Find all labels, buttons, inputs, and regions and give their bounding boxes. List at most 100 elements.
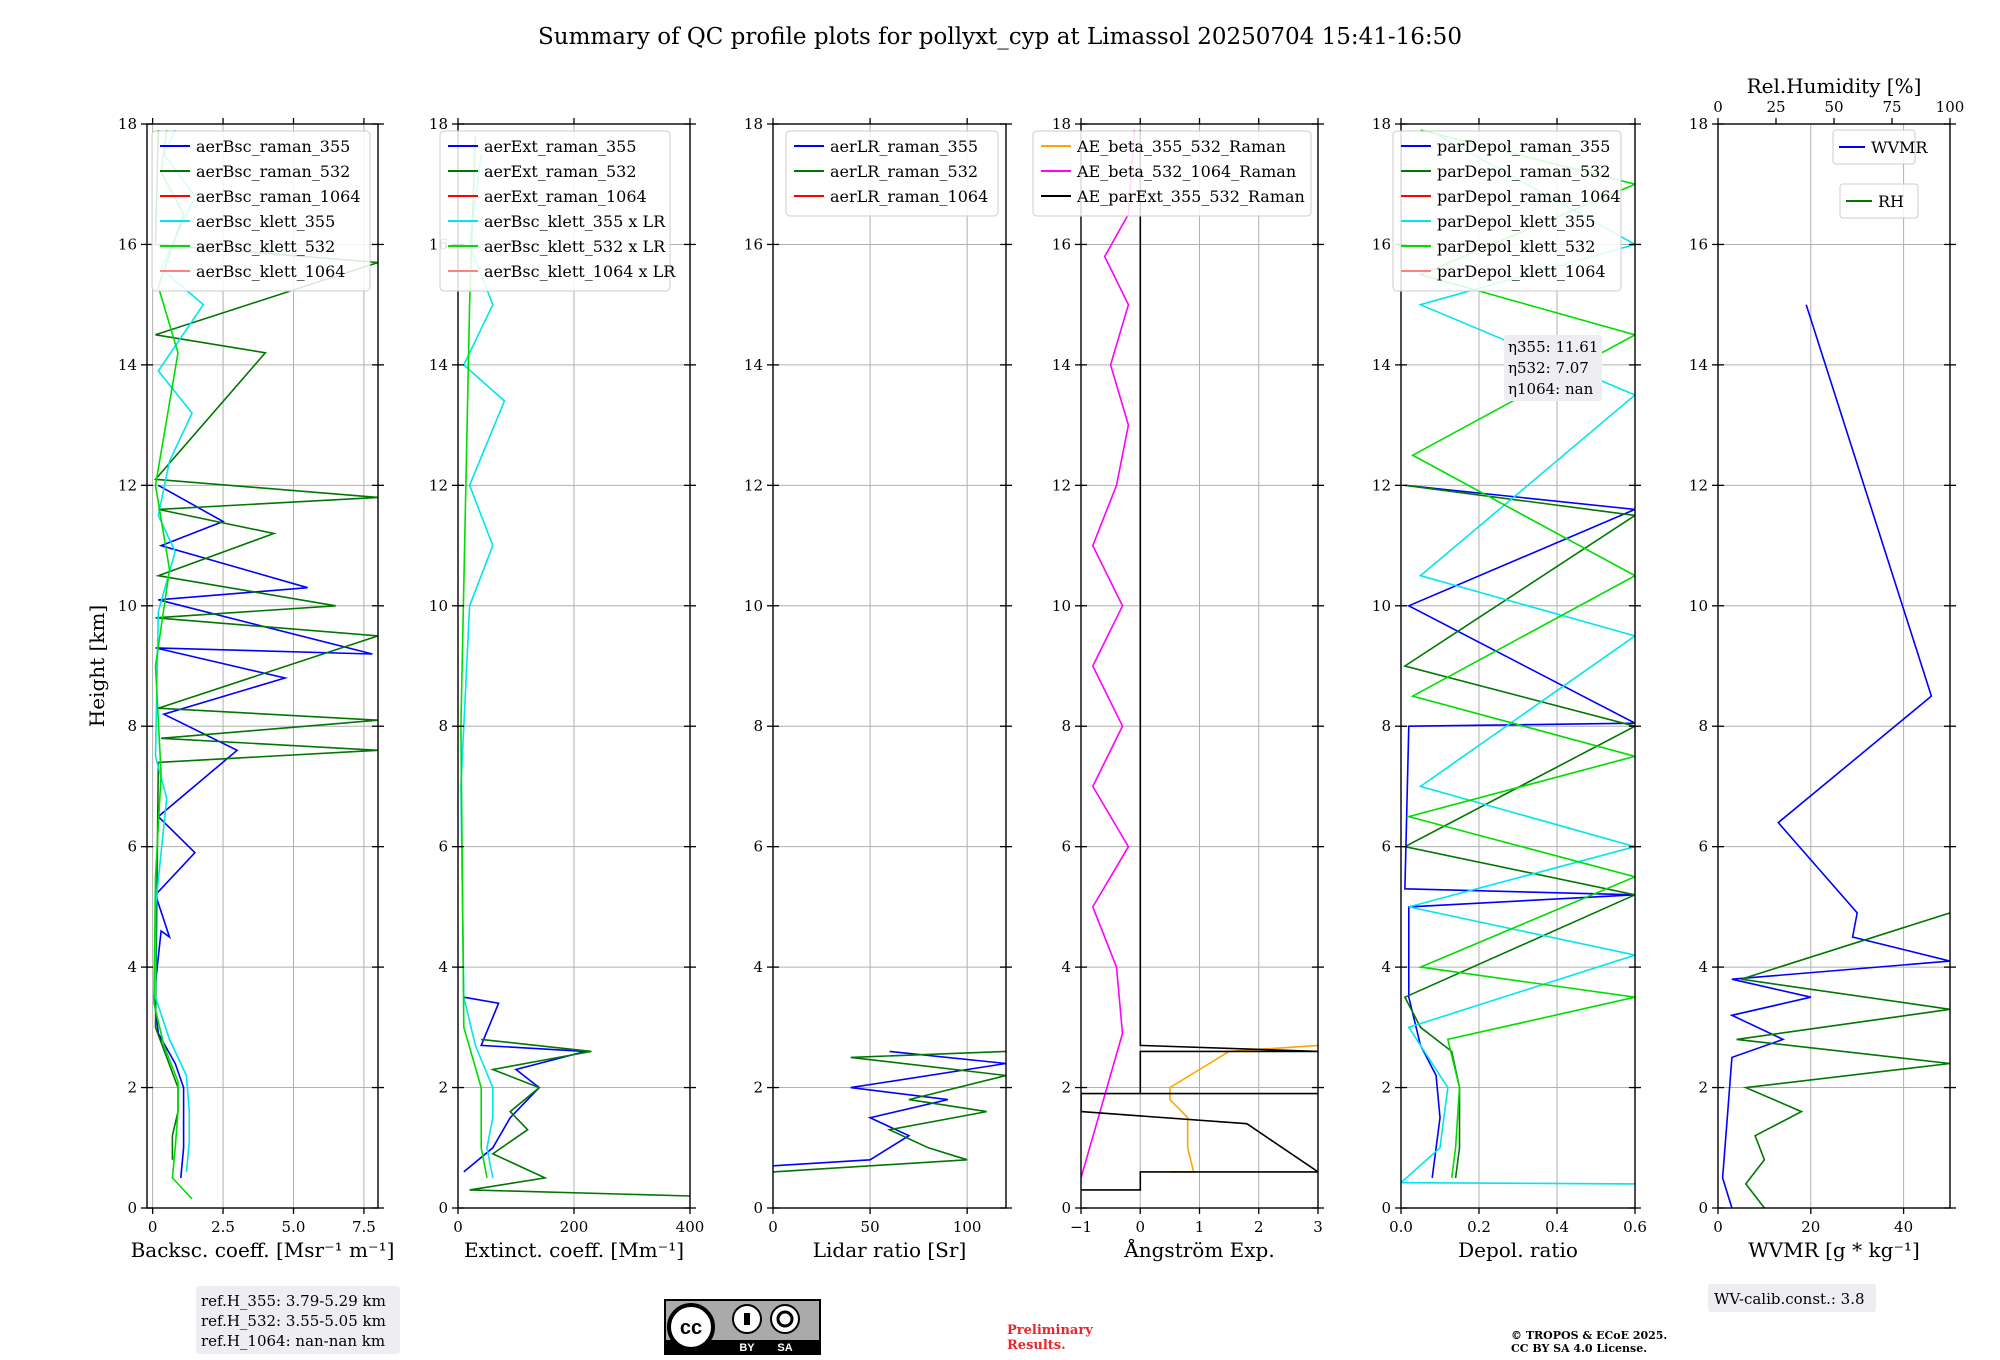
y-tick-label: 14 xyxy=(429,356,448,374)
legend-entry: aerLR_raman_355 xyxy=(830,137,978,156)
x2-tick-label: 75 xyxy=(1882,98,1901,116)
wv-calib-text: WV-calib.const.: 3.8 xyxy=(1714,1290,1865,1308)
ref-height-line: ref.H_532: 3.55-5.05 km xyxy=(201,1312,386,1330)
legend-entry: parDepol_raman_1064 xyxy=(1437,187,1621,206)
y-tick-label: 10 xyxy=(429,597,448,615)
y-tick-label: 16 xyxy=(744,235,763,253)
eta-line: η355: 11.61 xyxy=(1508,338,1598,356)
x-tick-label: 0 xyxy=(453,1218,463,1236)
y-tick-label: 2 xyxy=(753,1079,763,1097)
x2-tick-label: 100 xyxy=(1936,98,1965,116)
note-box xyxy=(1504,335,1602,401)
series-parDepol_klett_532 xyxy=(1405,129,1635,1179)
y-tick-label: 0 xyxy=(1381,1199,1391,1217)
copyright-line-2: CC BY SA 4.0 License. xyxy=(1511,1342,1647,1355)
y-tick-label: 8 xyxy=(127,717,137,735)
series-group xyxy=(1401,129,1635,1185)
y-tick-label: 18 xyxy=(1372,115,1391,133)
x2-tick-label: 25 xyxy=(1766,98,1785,116)
series-group xyxy=(460,135,690,1197)
legend-entry: WVMR xyxy=(1871,138,1928,157)
legend: WVMR RH xyxy=(1832,129,1928,219)
x-tick-label: 0.2 xyxy=(1467,1218,1491,1236)
y-tick-label: 0 xyxy=(1698,1199,1708,1217)
axes-frame xyxy=(1400,123,1636,1209)
y-tick-label: 10 xyxy=(744,597,763,615)
legend-entry: aerExt_raman_532 xyxy=(484,162,637,181)
x-tick-label: −1 xyxy=(1070,1218,1092,1236)
preliminary-line-1: Preliminary xyxy=(1007,1323,1093,1338)
series-group xyxy=(1721,304,1950,1208)
x-tick-label: 0.6 xyxy=(1623,1218,1647,1236)
y-tick-label: 4 xyxy=(1698,958,1708,976)
x-tick-label: 5.0 xyxy=(282,1218,306,1236)
copyright-line-1: © TROPOS & ECoE 2025. xyxy=(1511,1329,1667,1342)
series-aerLR_raman_355 xyxy=(773,1050,1006,1167)
cc-label: cc xyxy=(680,1317,702,1339)
panel-depol: 0 2 4 6 8 10 12 14 16 18 0.0 0.2 0.4 0.6 Depol. ratio p… xyxy=(1372,115,1647,1262)
x-tick-label: 20 xyxy=(1801,1218,1820,1236)
x-tick-label: 1 xyxy=(1195,1218,1205,1236)
x-tick-label: 0.4 xyxy=(1545,1218,1569,1236)
x-tick-label: 3 xyxy=(1313,1218,1323,1236)
legend-entry: AE_beta_355_532_Raman xyxy=(1076,137,1286,156)
legend-entry: aerLR_raman_532 xyxy=(830,162,978,181)
y-tick-label: 10 xyxy=(1372,597,1391,615)
x-tick-label: 0 xyxy=(148,1218,158,1236)
series-aerBsc_raman_355 xyxy=(153,484,373,1178)
series-WVMR xyxy=(1721,304,1950,1208)
legend-box xyxy=(1032,130,1312,217)
x-tick-label: 2 xyxy=(1254,1218,1264,1236)
legend-box xyxy=(151,130,371,292)
y-tick-label: 6 xyxy=(1381,838,1391,856)
note-box xyxy=(196,1286,400,1354)
x-tick-label: 0 xyxy=(1713,1218,1723,1236)
y-tick-label: 6 xyxy=(1061,838,1071,856)
y-tick-label: 4 xyxy=(1381,958,1391,976)
x-tick-label: 100 xyxy=(953,1218,982,1236)
y-tick-label: 8 xyxy=(753,717,763,735)
y-tick-label: 4 xyxy=(753,958,763,976)
y-tick-label: 18 xyxy=(429,115,448,133)
series-parDepol_klett_355 xyxy=(1401,135,1635,1185)
note-box xyxy=(1708,1284,1876,1312)
legend-entry: aerBsc_klett_355 x LR xyxy=(484,212,666,231)
y-tick-label: 14 xyxy=(1372,356,1391,374)
y-tick-label: 12 xyxy=(1372,476,1391,494)
y-tick-label: 18 xyxy=(118,115,137,133)
legend: aerLR_raman_355 aerLR_raman_532 aerLR_rama… xyxy=(785,130,999,217)
ref-height-note: ref.H_355: 3.79-5.29 km ref.H_532: 3.55-5… xyxy=(196,1286,400,1354)
panel-lidar_ratio: 0 2 4 6 8 10 12 14 16 18 0 50 100 Lidar ratio [Sr] aer… xyxy=(744,115,1012,1262)
y-tick-label: 16 xyxy=(1372,235,1391,253)
y-tick-label: 8 xyxy=(1698,717,1708,735)
legend-entry: aerBsc_raman_1064 xyxy=(196,187,361,206)
y-tick-label: 16 xyxy=(118,235,137,253)
legend-entry: aerBsc_raman_355 xyxy=(196,137,350,156)
series-parDepol_raman_355 xyxy=(1404,484,1635,1179)
y-tick-label: 6 xyxy=(753,838,763,856)
legend-entry: AE_beta_532_1064_Raman xyxy=(1076,162,1296,181)
legend-box xyxy=(1832,129,1916,165)
panel-backscatter: 0 2 4 6 8 10 12 14 16 18 0 2.5 5.0 7.5 Backsc. coeff. … xyxy=(85,115,394,1262)
series-aerLR_raman_532 xyxy=(773,1050,1006,1173)
x2-axis-label: Rel.Humidity [%] xyxy=(1747,74,1922,98)
series-group xyxy=(1081,129,1318,1191)
by-label: BY xyxy=(739,1342,755,1354)
legend: AE_beta_355_532_Raman AE_beta_532_1064_Ra… xyxy=(1032,130,1312,217)
axes-frame xyxy=(1717,123,1951,1209)
panel-wvmr: 0 2 4 6 8 10 12 14 16 18 0 20 40 WVMR [g * kg⁻¹] 0 25 50… xyxy=(1689,74,1964,1262)
preliminary-line-2: Results. xyxy=(1007,1338,1066,1353)
y-tick-label: 2 xyxy=(1698,1079,1708,1097)
y-tick-label: 6 xyxy=(438,838,448,856)
legend: aerBsc_raman_355 aerBsc_raman_532 aerBsc_r… xyxy=(151,130,371,292)
y-tick-label: 12 xyxy=(429,476,448,494)
y-tick-label: 18 xyxy=(744,115,763,133)
series-aerBsc_klett_355 x LR xyxy=(460,153,506,1179)
y-tick-label: 10 xyxy=(1052,597,1071,615)
series-group xyxy=(773,1050,1006,1173)
legend-entry: aerBsc_klett_532 xyxy=(196,237,335,256)
series-aerBsc_klett_532 x LR xyxy=(460,135,488,1179)
y-tick-label: 8 xyxy=(1381,717,1391,735)
